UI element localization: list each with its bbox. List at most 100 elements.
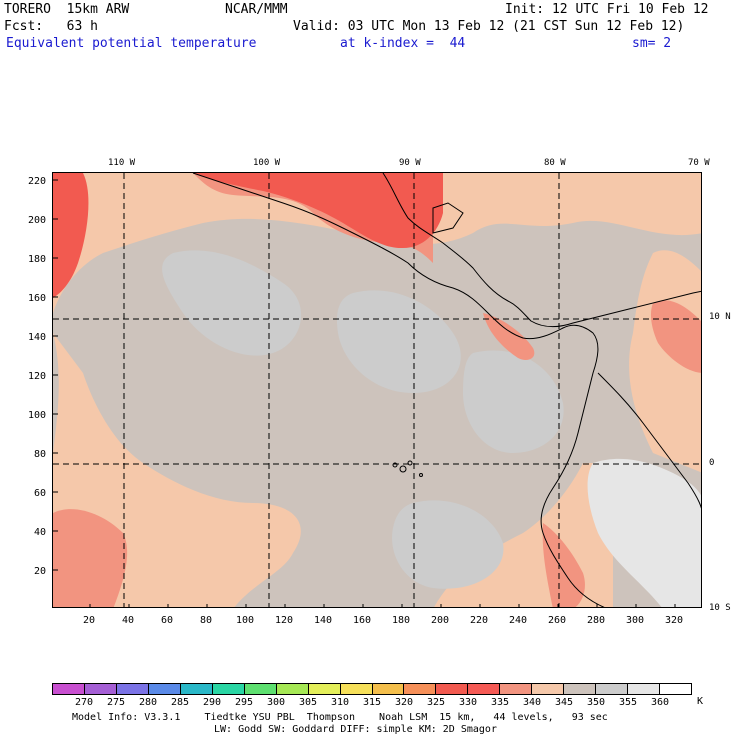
smoothing-info: sm= 2 xyxy=(632,36,672,51)
x-tick-label: 60 xyxy=(160,615,174,626)
field-salmon-southwest xyxy=(53,509,128,607)
colorbar-label: 295 xyxy=(234,697,254,708)
x-tick-label: 140 xyxy=(313,615,333,626)
colorbar-label: 315 xyxy=(362,697,382,708)
map-canvas xyxy=(53,173,701,607)
colorbar-swatch xyxy=(500,684,533,694)
colorbar-swatch xyxy=(53,684,85,694)
field-grey-2 xyxy=(336,290,461,393)
model-info-line2: LW: Godd SW: Goddard DIFF: simple KM: 2D… xyxy=(214,724,497,735)
x-tick-label: 220 xyxy=(469,615,489,626)
field-grey-4 xyxy=(392,500,504,589)
field-light-southeast xyxy=(587,458,701,607)
colorbar-swatch xyxy=(212,684,245,694)
colorbar-swatch xyxy=(116,684,149,694)
y-tick-label: 180 xyxy=(27,254,46,265)
colorbar-swatch xyxy=(372,684,405,694)
galapagos-island xyxy=(392,462,398,468)
lon-label: 80 W xyxy=(544,158,566,168)
colorbar-swatch xyxy=(84,684,117,694)
colorbar-swatch xyxy=(180,684,213,694)
x-tick-label: 20 xyxy=(82,615,96,626)
colorbar-label: 335 xyxy=(490,697,510,708)
colorbar-label: 355 xyxy=(618,697,638,708)
colorbar-swatch xyxy=(660,684,692,694)
y-tick-label: 220 xyxy=(27,176,46,187)
colorbar-label: 330 xyxy=(458,697,478,708)
y-tick-label: 100 xyxy=(27,410,46,421)
field-salmon-costarica xyxy=(483,313,535,360)
colorbar-swatch xyxy=(596,684,629,694)
colorbar-label: 290 xyxy=(202,697,222,708)
x-tick-label: 40 xyxy=(121,615,135,626)
lon-label: 70 W xyxy=(688,158,710,168)
forecast-hour: Fcst: 63 h xyxy=(4,19,98,34)
colorbar-unit: K xyxy=(697,696,704,707)
axis-ticks xyxy=(53,179,676,607)
colorbar-swatch xyxy=(564,684,597,694)
x-tick-label: 80 xyxy=(199,615,213,626)
y-tick-label: 120 xyxy=(27,371,46,382)
colorbar-swatch xyxy=(340,684,373,694)
y-tick-label: 140 xyxy=(27,332,46,343)
map-plot xyxy=(52,172,702,608)
x-tick-label: 240 xyxy=(508,615,528,626)
colorbar-swatch xyxy=(244,684,277,694)
colorbar-label: 275 xyxy=(106,697,126,708)
galapagos-island xyxy=(419,473,423,477)
colorbar-swatch xyxy=(308,684,341,694)
colorbar-label: 340 xyxy=(522,697,542,708)
y-tick-label: 80 xyxy=(33,449,46,460)
border-southamerica xyxy=(597,372,701,509)
x-tick-label: 300 xyxy=(625,615,645,626)
model-info-line1: Model Info: V3.3.1 Tiedtke YSU PBL Thomp… xyxy=(72,712,608,723)
field-salmon-colombia xyxy=(650,300,701,373)
y-tick-label: 40 xyxy=(33,527,46,538)
lon-label: 110 W xyxy=(108,158,136,168)
y-tick-label: 60 xyxy=(33,488,46,499)
coastline-pacific xyxy=(192,173,605,607)
colorbar-label: 345 xyxy=(554,697,574,708)
colorbar-label: 350 xyxy=(586,697,606,708)
galapagos-island xyxy=(407,460,413,466)
field-peach-north xyxy=(53,173,701,313)
colorbar-swatch xyxy=(276,684,309,694)
level-info: at k-index = 44 xyxy=(340,36,466,51)
colorbar-swatch xyxy=(148,684,181,694)
colorbar-swatch xyxy=(628,684,661,694)
valid-time: Valid: 03 UTC Mon 13 Feb 12 (21 CST Sun … xyxy=(293,19,685,34)
y-tick-label: 200 xyxy=(27,215,46,226)
colorbar-label: 310 xyxy=(330,697,350,708)
field-red-north xyxy=(193,173,443,249)
field-grey-3 xyxy=(463,350,564,453)
x-tick-label: 260 xyxy=(547,615,567,626)
x-tick-label: 180 xyxy=(391,615,411,626)
colorbar-label: 320 xyxy=(394,697,414,708)
lat-label: 10 S xyxy=(709,603,731,613)
x-tick-label: 320 xyxy=(664,615,684,626)
x-tick-label: 280 xyxy=(586,615,606,626)
field-grey-1 xyxy=(162,250,302,356)
x-tick-label: 160 xyxy=(352,615,372,626)
field-peach-east xyxy=(629,250,701,473)
colorbar xyxy=(52,683,692,695)
model-name: TORERO 15km ARW xyxy=(4,2,130,17)
colorbar-label: 325 xyxy=(426,697,446,708)
lat-label: 10 N xyxy=(709,312,731,322)
colorbar-label: 305 xyxy=(298,697,318,708)
y-tick-label: 160 xyxy=(27,293,46,304)
galapagos-island xyxy=(399,465,407,473)
colorbar-swatch xyxy=(404,684,437,694)
lon-label: 100 W xyxy=(253,158,281,168)
x-tick-label: 200 xyxy=(430,615,450,626)
field-name: Equivalent potential temperature xyxy=(6,36,257,51)
colorbar-label: 280 xyxy=(138,697,158,708)
organization: NCAR/MMM xyxy=(225,2,288,17)
field-red-northwest xyxy=(53,173,89,298)
colorbar-label: 270 xyxy=(74,697,94,708)
x-tick-label: 100 xyxy=(235,615,255,626)
colorbar-label: 360 xyxy=(650,697,670,708)
lon-label: 90 W xyxy=(399,158,421,168)
border-guatemala xyxy=(432,202,464,234)
colorbar-label: 300 xyxy=(266,697,286,708)
